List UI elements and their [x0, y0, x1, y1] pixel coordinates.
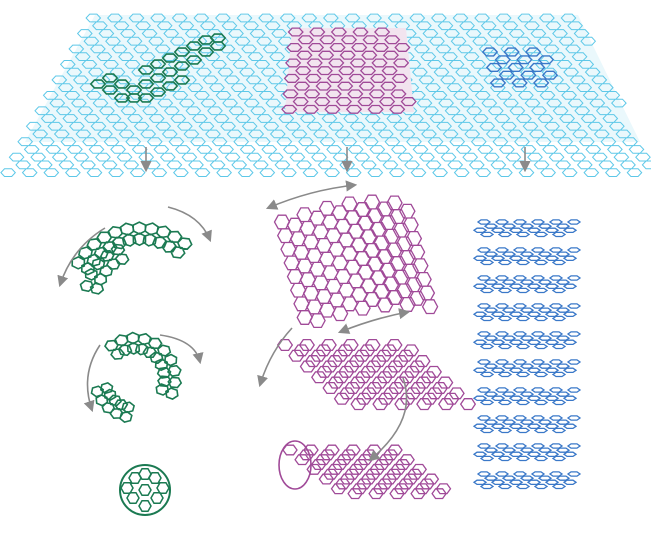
graphene-layer [472, 275, 582, 294]
curved-arrow-icon [257, 327, 293, 388]
graphite-stack [472, 219, 582, 490]
fullerene-partial-cage [90, 331, 183, 423]
curved-arrow-icon [167, 206, 212, 243]
hexagon-lattice [481, 47, 559, 88]
fullerene-outline [119, 464, 171, 516]
carbon-nanotube [278, 440, 452, 500]
graphene-layer [472, 415, 582, 434]
hexagon-lattice [120, 468, 170, 512]
hexagon-lattice [89, 33, 227, 103]
hexagon-lattice [281, 27, 417, 114]
hexagon-lattice [79, 243, 130, 295]
tube-end [278, 440, 312, 490]
process-arrows [140, 147, 531, 173]
hexagon-lattice [71, 221, 193, 276]
hexagon-lattice [276, 338, 477, 411]
curved-arrow-icon [159, 334, 204, 365]
fullerene-fragment-curving [71, 221, 193, 295]
graphite-patch [481, 47, 559, 88]
hexagon-lattice [104, 331, 183, 400]
graphene-layer [472, 219, 582, 238]
hexagon-lattice [90, 382, 136, 423]
graphene-layer [472, 247, 582, 266]
nanotube-patch [281, 27, 417, 114]
curved-arrow-icon [368, 377, 408, 462]
graphene-layer [472, 387, 582, 406]
graphene-layer [472, 359, 582, 378]
fullerene-roll-arrows [57, 206, 212, 413]
hexagon-lattice [273, 194, 439, 329]
graphene-layer [472, 331, 582, 350]
curved-arrow-icon [265, 180, 358, 210]
graphene-curved-sheet [273, 194, 439, 329]
graphene-layer [472, 303, 582, 322]
fullerene-c60-ball [119, 464, 171, 516]
curved-arrow-icon [57, 227, 106, 288]
nanotube-half-rolled [276, 338, 477, 411]
graphene-layer [472, 471, 582, 490]
graphene-layer [472, 443, 582, 462]
fullerene-patch [89, 33, 227, 103]
nanotube-roll-arrows [257, 180, 411, 462]
curved-arrow-icon [337, 308, 411, 334]
curved-arrow-icon [83, 344, 101, 413]
